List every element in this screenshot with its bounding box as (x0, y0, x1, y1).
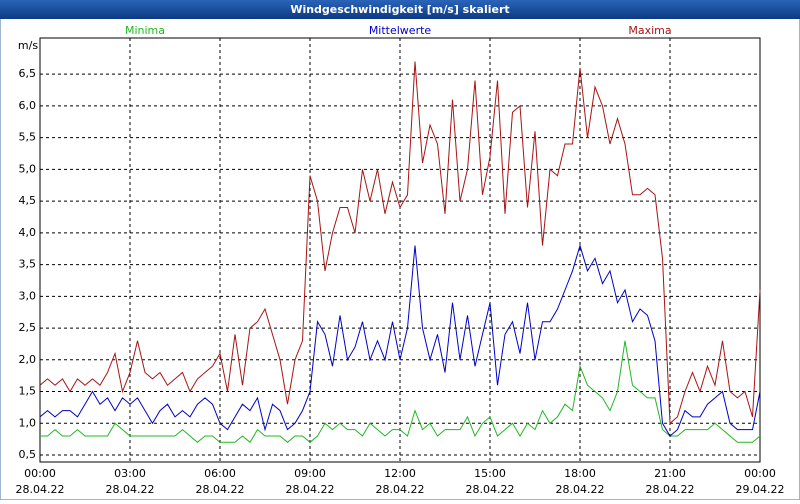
series-line (40, 340, 761, 444)
x-tick-date: 28.04.22 (646, 483, 695, 496)
x-tick-date: 29.04.22 (736, 483, 785, 496)
y-tick-label: 5,5 (19, 131, 37, 144)
x-tick-label: 03:00 (114, 467, 146, 480)
y-tick-label: 6,5 (19, 67, 37, 80)
x-tick-date: 28.04.22 (376, 483, 425, 496)
y-tick-label: 2,5 (19, 321, 37, 334)
series-line (39, 61, 761, 425)
y-axis-label: m/s (18, 39, 38, 52)
y-tick-label: 4,5 (19, 194, 37, 207)
y-tick-label: 0,5 (19, 448, 37, 461)
x-tick-date: 28.04.22 (16, 483, 65, 496)
x-tick-label: 15:00 (474, 467, 506, 480)
x-tick-date: 28.04.22 (556, 483, 605, 496)
x-tick-date: 28.04.22 (286, 483, 335, 496)
x-tick-label: 00:00 (744, 467, 776, 480)
y-tick-label: 4,0 (19, 226, 37, 239)
y-tick-label: 1,0 (19, 416, 37, 429)
x-tick-date: 28.04.22 (196, 483, 245, 496)
legend-entry: Maxima (628, 24, 671, 37)
x-tick-label: 06:00 (204, 467, 236, 480)
y-tick-label: 3,5 (19, 258, 37, 271)
x-tick-label: 18:00 (564, 467, 596, 480)
x-tick-date: 28.04.22 (106, 483, 155, 496)
y-tick-label: 2,0 (19, 353, 37, 366)
y-tick-label: 6,0 (19, 99, 37, 112)
legend-entry: Mittelwerte (369, 24, 432, 37)
y-tick-label: 1,5 (19, 385, 37, 398)
x-tick-date: 28.04.22 (466, 483, 515, 496)
chart-title: Windgeschwindigkeit [m/s] skaliert (290, 3, 509, 16)
y-tick-label: 5,0 (19, 162, 37, 175)
x-tick-label: 12:00 (384, 467, 416, 480)
x-tick-label: 00:00 (24, 467, 56, 480)
x-tick-label: 21:00 (654, 467, 686, 480)
y-tick-label: 3,0 (19, 289, 37, 302)
series-line (39, 243, 761, 437)
x-tick-label: 09:00 (294, 467, 326, 480)
legend-entry: Minima (125, 24, 165, 37)
title-bar (0, 0, 800, 19)
